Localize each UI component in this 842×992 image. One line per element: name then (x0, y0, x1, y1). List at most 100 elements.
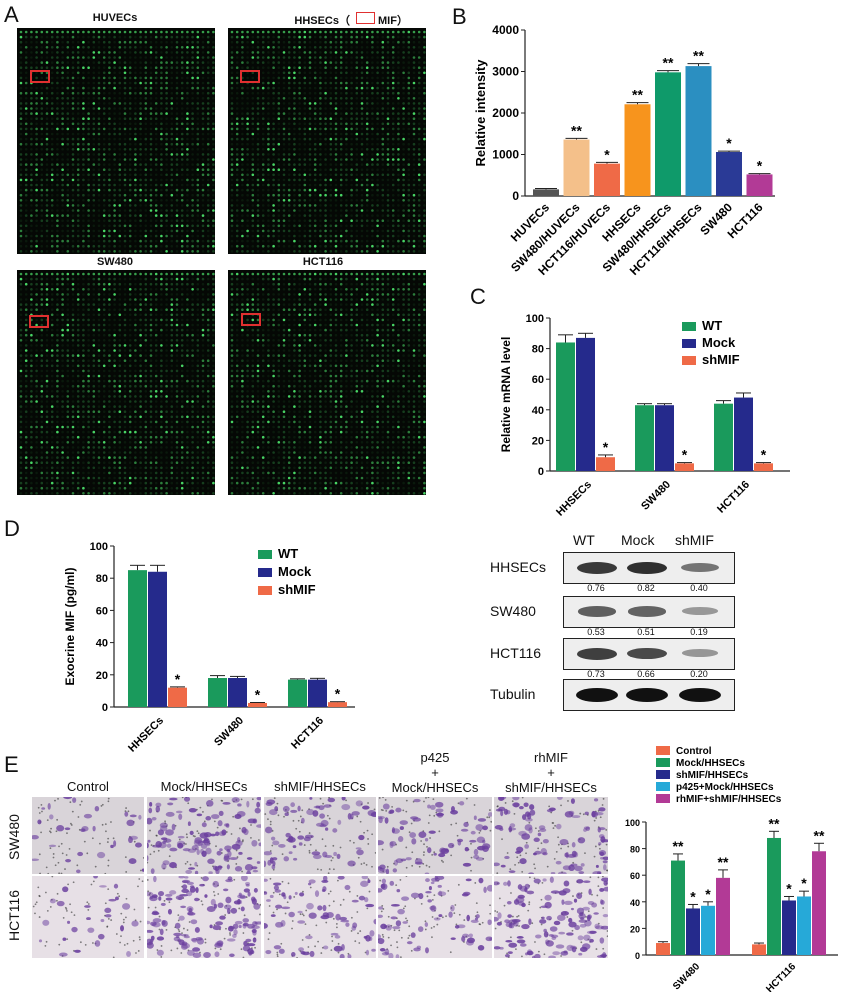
array-spot (160, 35, 163, 39)
array-spot (170, 471, 174, 475)
array-spot (123, 173, 127, 177)
array-spot (102, 137, 106, 141)
array-spot (360, 81, 364, 85)
array-spot (102, 369, 106, 373)
array-spot (35, 481, 38, 485)
array-spot (82, 395, 85, 398)
array-spot (360, 168, 364, 171)
array-spot (97, 425, 101, 429)
array-spot (92, 471, 96, 475)
array-spot (128, 209, 132, 212)
array-spot (165, 318, 168, 322)
array-spot (144, 102, 148, 105)
array-spot (118, 193, 122, 197)
array-spot (201, 323, 205, 327)
array-spot (82, 456, 85, 459)
array-spot (196, 173, 200, 177)
array-spot (298, 127, 301, 131)
array-spot (230, 219, 234, 222)
array-spot (308, 148, 312, 151)
array-spot (241, 127, 244, 131)
array-spot (246, 199, 249, 202)
array-spot (345, 61, 348, 64)
array-spot (324, 234, 327, 238)
array-spot (329, 204, 333, 207)
array-spot (165, 183, 168, 187)
array-spot (154, 303, 158, 306)
array-spot (118, 61, 122, 64)
array-spot (412, 30, 416, 34)
array-spot (206, 486, 210, 490)
array-spot (97, 435, 101, 439)
array-spot (313, 148, 317, 151)
array-spot (251, 132, 255, 136)
array-spot (149, 112, 153, 115)
array-spot (108, 86, 111, 90)
array-spot (134, 214, 137, 217)
array-spot (191, 214, 194, 217)
array-spot (113, 91, 116, 95)
array-spot (397, 204, 400, 207)
array-spot (128, 354, 132, 357)
array-spot (24, 430, 28, 434)
array-spot (180, 359, 184, 362)
array-spot (139, 250, 142, 253)
array-spot (360, 137, 364, 141)
array-spot (407, 51, 411, 54)
array-spot (66, 308, 70, 311)
array-spot (139, 158, 142, 161)
array-spot (170, 451, 174, 454)
array-spot (123, 282, 127, 286)
array-spot (381, 117, 385, 120)
array-spot (154, 61, 158, 64)
array-spot (170, 158, 174, 161)
array-spot (160, 379, 163, 383)
array-spot (381, 148, 385, 151)
array-spot (206, 107, 210, 110)
array-spot (191, 410, 194, 413)
array-spot (417, 127, 421, 131)
array-spot (196, 410, 200, 413)
array-spot (35, 379, 38, 383)
array-spot (102, 441, 106, 444)
array-spot (113, 132, 116, 136)
array-spot (56, 430, 59, 434)
array-spot (272, 51, 275, 54)
array-spot (160, 349, 163, 352)
array-spot (56, 476, 59, 480)
array-spot (175, 46, 179, 49)
array-spot (108, 446, 111, 449)
array-spot (134, 456, 137, 459)
array-spot (287, 102, 291, 105)
array-spot (149, 229, 153, 233)
array-spot (339, 193, 343, 197)
array-spot (256, 117, 260, 120)
array-spot (196, 313, 200, 317)
array-spot (128, 313, 132, 317)
array-spot (149, 303, 153, 306)
array-spot (97, 112, 101, 115)
array-spot (235, 219, 239, 222)
array-spot (108, 374, 111, 378)
array-spot (40, 224, 44, 228)
array-spot (45, 193, 49, 197)
array-spot (423, 142, 426, 146)
array-spot (319, 173, 322, 177)
array-spot (108, 420, 111, 424)
array-spot (350, 219, 353, 222)
array-spot (76, 81, 80, 85)
array-spot (196, 339, 200, 342)
array-spot (87, 183, 90, 187)
array-spot (66, 97, 70, 100)
array-spot (71, 298, 75, 301)
array-spot (186, 193, 189, 197)
array-spot (334, 61, 338, 64)
array-spot (381, 76, 385, 80)
array-spot (365, 204, 369, 207)
array-spot (170, 51, 174, 54)
array-spot (235, 229, 239, 233)
array-spot (123, 97, 127, 100)
array-spot (175, 390, 179, 393)
array-spot (201, 35, 205, 39)
array-spot (30, 451, 33, 454)
